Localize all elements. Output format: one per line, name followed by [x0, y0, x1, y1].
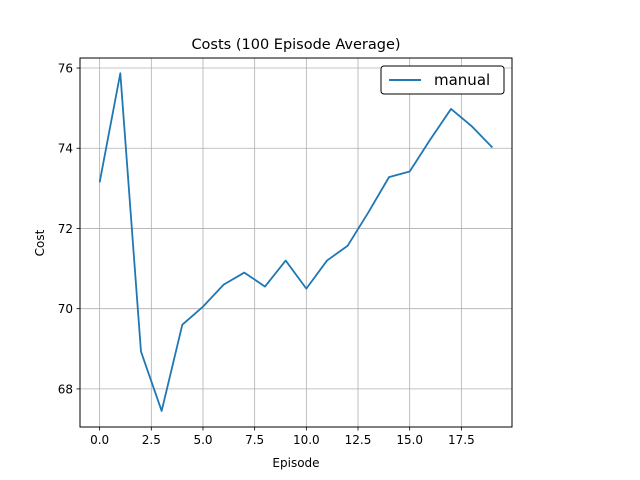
data-point: [306, 288, 307, 289]
x-tick-label: 15.0: [396, 433, 423, 447]
data-point: [223, 284, 224, 285]
data-point: [120, 73, 121, 74]
data-point: [409, 171, 410, 172]
data-point: [347, 245, 348, 246]
data-point: [99, 182, 100, 183]
data-point: [161, 410, 162, 411]
data-point: [182, 324, 183, 325]
data-point: [368, 212, 369, 213]
x-tick-label: 0.0: [90, 433, 109, 447]
legend: manual: [380, 65, 505, 95]
x-axis-label: Episode: [272, 456, 319, 470]
data-point: [492, 147, 493, 148]
data-point: [389, 177, 390, 178]
legend-label-manual: manual: [434, 71, 490, 89]
data-point: [430, 139, 431, 140]
x-tick-label: 10.0: [293, 433, 320, 447]
data-point: [327, 260, 328, 261]
data-point: [202, 306, 203, 307]
y-axis-label: Cost: [33, 229, 47, 256]
y-tick-label: 76: [58, 62, 73, 76]
legend-box: [380, 65, 505, 95]
data-point: [451, 108, 452, 109]
ticks: 0.0 2.5 5.0 7.5 10.0 12.5 15.0 17.5 68 70 72 74 76: [58, 62, 475, 447]
data-point: [244, 272, 245, 273]
x-tick-label: 7.5: [245, 433, 264, 447]
data-point: [285, 260, 286, 261]
y-tick-label: 74: [58, 142, 73, 156]
data-point: [265, 286, 266, 287]
series-layer: [98, 72, 494, 412]
x-tick-label: 2.5: [142, 433, 161, 447]
y-tick-label: 68: [58, 382, 73, 396]
data-point: [140, 351, 141, 352]
series-line-manual: [98, 72, 494, 412]
chart-title: Costs (100 Episode Average): [191, 37, 400, 53]
x-tick-label: 12.5: [345, 433, 372, 447]
x-tick-label: 5.0: [193, 433, 212, 447]
x-tick-label: 17.5: [448, 433, 475, 447]
plot-area-frame: [79, 57, 513, 428]
data-point: [471, 126, 472, 127]
y-tick-label: 72: [58, 222, 73, 236]
y-tick-label: 70: [58, 302, 73, 316]
